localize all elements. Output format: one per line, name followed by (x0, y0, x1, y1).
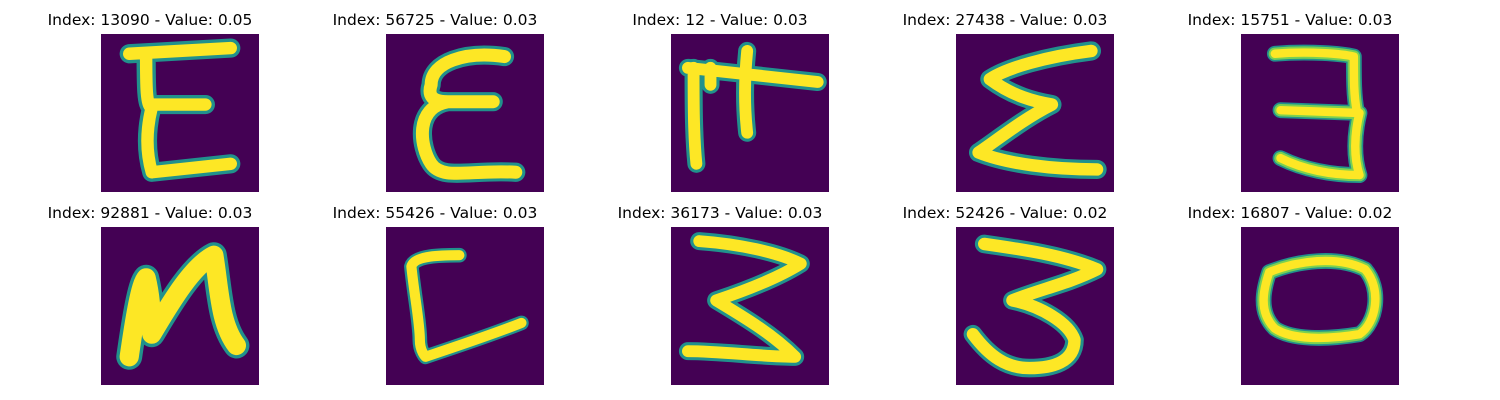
digit-image (956, 34, 1114, 192)
grid-cell: Index: 36173 - Value: 0.03 (570, 193, 870, 388)
grid-cell: Index: 27438 - Value: 0.03 (855, 0, 1155, 195)
digit-image (1241, 227, 1399, 385)
grid-cell: Index: 15751 - Value: 0.03 (1140, 0, 1440, 195)
grid-cell: Index: 52426 - Value: 0.02 (855, 193, 1155, 388)
grid-cell: Index: 92881 - Value: 0.03 (0, 193, 300, 388)
cell-title: Index: 13090 - Value: 0.05 (47, 11, 253, 29)
digit-image (101, 34, 259, 192)
cell-title: Index: 56725 - Value: 0.03 (332, 11, 538, 29)
digit-image (671, 227, 829, 385)
cell-title: Index: 16807 - Value: 0.02 (1187, 204, 1393, 222)
cell-title: Index: 12 - Value: 0.03 (632, 11, 808, 29)
grid-cell: Index: 12 - Value: 0.03 (570, 0, 870, 195)
grid-cell: Index: 16807 - Value: 0.02 (1140, 193, 1440, 388)
cell-title: Index: 52426 - Value: 0.02 (902, 204, 1108, 222)
cell-title: Index: 36173 - Value: 0.03 (617, 204, 823, 222)
digit-image (671, 34, 829, 192)
cell-title: Index: 15751 - Value: 0.03 (1187, 11, 1393, 29)
digit-image (1241, 34, 1399, 192)
cell-title: Index: 92881 - Value: 0.03 (47, 204, 253, 222)
digit-image (956, 227, 1114, 385)
digit-image (386, 227, 544, 385)
grid-cell: Index: 56725 - Value: 0.03 (285, 0, 585, 195)
digit-image (386, 34, 544, 192)
digit-image (101, 227, 259, 385)
cell-title: Index: 55426 - Value: 0.03 (332, 204, 538, 222)
grid-cell: Index: 13090 - Value: 0.05 (0, 0, 300, 195)
cell-title: Index: 27438 - Value: 0.03 (902, 11, 1108, 29)
grid-cell: Index: 55426 - Value: 0.03 (285, 193, 585, 388)
